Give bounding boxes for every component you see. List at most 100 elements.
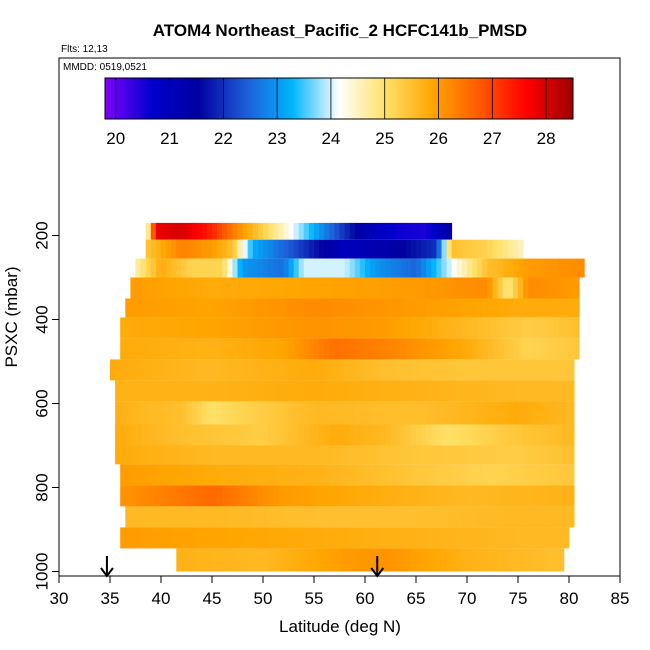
heatmap-cell — [171, 359, 177, 381]
heatmap-cell — [359, 445, 366, 465]
heatmap-cell — [436, 222, 442, 240]
heatmap-cell — [288, 445, 294, 465]
heatmap-cell — [410, 401, 417, 425]
heatmap-cell — [446, 464, 453, 486]
heatmap-cell — [426, 527, 432, 549]
heatmap-cell — [257, 401, 264, 425]
heatmap-cell — [140, 277, 147, 299]
heatmap-cell — [150, 527, 157, 549]
heatmap-cell — [518, 380, 524, 402]
heatmap-cell — [176, 506, 182, 528]
heatmap-cell — [217, 527, 223, 549]
heatmap-cell — [553, 401, 560, 425]
y-axis-label: PSXC (mbar) — [2, 266, 21, 367]
heatmap-cell — [370, 424, 376, 446]
heatmap-cell — [125, 506, 131, 528]
heatmap-cell — [191, 445, 198, 465]
heatmap-cell — [421, 485, 427, 507]
heatmap-cell — [385, 424, 391, 446]
heatmap-cell — [232, 506, 238, 528]
heatmap-cell — [492, 258, 498, 278]
heatmap-cell — [461, 445, 468, 465]
heatmap-cell — [263, 464, 269, 486]
heatmap-cell — [222, 464, 228, 486]
heatmap-cell — [278, 445, 284, 465]
heatmap-cell — [380, 277, 386, 299]
heatmap-cell — [482, 445, 488, 465]
heatmap-cell — [181, 527, 187, 549]
heatmap-cell — [161, 239, 167, 259]
heatmap-cell — [263, 222, 269, 240]
heatmap-cell — [467, 380, 473, 402]
heatmap-cell — [308, 527, 315, 549]
heatmap-cell — [227, 380, 233, 402]
heatmap-cell — [227, 239, 233, 259]
heatmap-cell — [268, 445, 274, 465]
heatmap-cell — [135, 298, 141, 318]
heatmap-cell — [283, 424, 289, 446]
heatmap-cell — [451, 298, 458, 318]
heatmap-cell — [115, 380, 121, 402]
heatmap-cell — [176, 548, 182, 572]
heatmap-cell — [176, 380, 182, 402]
heatmap-cell — [558, 317, 565, 339]
heatmap-cell — [456, 258, 463, 278]
heatmap-cell — [206, 424, 213, 446]
heatmap-cell — [278, 317, 284, 339]
heatmap-cell — [365, 527, 371, 549]
heatmap-cell — [257, 239, 264, 259]
heatmap-cell — [268, 338, 274, 360]
heatmap-cell — [155, 298, 162, 318]
heatmap-cell — [467, 506, 473, 528]
heatmap-cell — [145, 506, 152, 528]
heatmap-layer — [120, 464, 575, 486]
heatmap-cell — [558, 548, 565, 572]
heatmap-cell — [242, 239, 249, 259]
heatmap-cell — [329, 506, 335, 528]
heatmap-cell — [298, 506, 305, 528]
heatmap-cell — [217, 548, 223, 572]
heatmap-cell — [171, 401, 177, 425]
heatmap-cell — [497, 445, 504, 465]
heatmap-cell — [375, 298, 381, 318]
heatmap-cell — [135, 485, 141, 507]
heatmap-cell — [421, 527, 427, 549]
heatmap-cell — [171, 380, 177, 402]
heatmap-cell — [385, 338, 391, 360]
heatmap-cell — [365, 485, 371, 507]
heatmap-cell — [502, 464, 509, 486]
heatmap-cell — [339, 317, 345, 339]
heatmap-cell — [492, 464, 498, 486]
heatmap-cell — [263, 277, 269, 299]
heatmap-cell — [548, 380, 555, 402]
heatmap-cell — [370, 464, 376, 486]
heatmap-cell — [166, 298, 172, 318]
heatmap-cell — [171, 445, 177, 465]
heatmap-cell — [436, 298, 442, 318]
heatmap-cell — [543, 527, 549, 549]
heatmap-cell — [314, 548, 320, 572]
heatmap-cell — [477, 298, 483, 318]
heatmap-cell — [461, 424, 468, 446]
heatmap-cell — [288, 506, 294, 528]
heatmap-cell — [145, 338, 152, 360]
heatmap-cell — [334, 380, 340, 402]
heatmap-cell — [410, 222, 417, 240]
heatmap-cell — [436, 527, 442, 549]
heatmap-cell — [324, 359, 330, 381]
heatmap-cell — [268, 277, 274, 299]
heatmap-cell — [446, 527, 453, 549]
heatmap-cell — [196, 359, 203, 381]
heatmap-cell — [528, 317, 534, 339]
heatmap-cell — [252, 222, 259, 240]
heatmap-cell — [155, 338, 162, 360]
heatmap-cell — [186, 506, 192, 528]
heatmap-cell — [237, 424, 243, 446]
heatmap-cell — [553, 298, 560, 318]
heatmap-cell — [543, 277, 549, 299]
heatmap-cell — [268, 239, 274, 259]
heatmap-layer — [115, 380, 575, 402]
heatmap-cell — [410, 506, 417, 528]
heatmap-cell — [528, 527, 534, 549]
heatmap-cell — [579, 258, 585, 278]
